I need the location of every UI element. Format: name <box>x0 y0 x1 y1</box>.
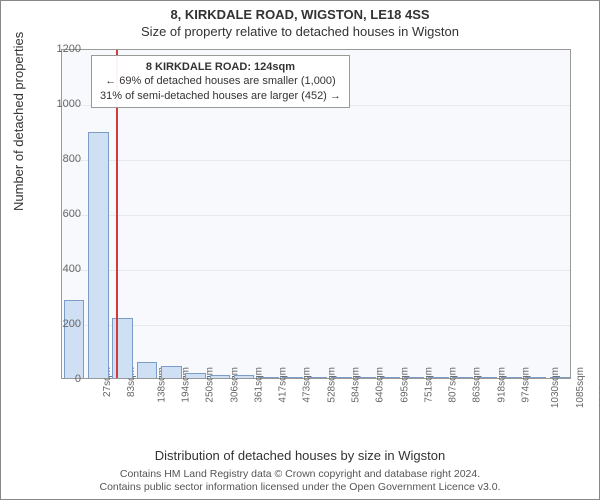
y-tick-label: 0 <box>41 373 81 385</box>
bar <box>88 132 109 378</box>
x-tick-label: 918sqm <box>496 367 507 403</box>
info-line-2: ← 69% of detached houses are smaller (1,… <box>100 74 341 88</box>
y-tick-label: 800 <box>41 153 81 165</box>
x-tick-label: 1030sqm <box>550 367 561 408</box>
x-tick-label: 640sqm <box>375 367 386 403</box>
info-line-3: 31% of semi-detached houses are larger (… <box>100 89 341 103</box>
x-tick-label: 863sqm <box>472 367 483 403</box>
bar <box>137 362 158 379</box>
bar <box>161 366 182 378</box>
x-tick-label: 751sqm <box>423 367 434 403</box>
x-tick-label: 807sqm <box>448 367 459 403</box>
footer-line-2: Contains public sector information licen… <box>1 481 599 495</box>
bar <box>428 377 449 378</box>
x-tick-label: 974sqm <box>521 367 532 403</box>
x-tick-label: 473sqm <box>302 367 313 403</box>
x-axis-label: Distribution of detached houses by size … <box>1 448 599 463</box>
x-tick-label: 250sqm <box>205 367 216 403</box>
y-tick-label: 200 <box>41 318 81 330</box>
bar <box>380 377 401 378</box>
gridline <box>62 215 570 216</box>
bar <box>550 377 571 378</box>
chart-container: 8, KIRKDALE ROAD, WIGSTON, LE18 4SS Size… <box>0 0 600 500</box>
footer-line-1: Contains HM Land Registry data © Crown c… <box>1 468 599 482</box>
y-axis-label: Number of detached properties <box>11 32 26 211</box>
chart-footer: Contains HM Land Registry data © Crown c… <box>1 468 599 495</box>
bar <box>210 375 231 378</box>
bar <box>404 377 425 378</box>
gridline <box>62 270 570 271</box>
bar <box>185 373 206 379</box>
bar <box>64 300 85 378</box>
bar <box>452 377 473 378</box>
bar <box>355 377 376 378</box>
y-tick-label: 600 <box>41 208 81 220</box>
info-line-1: 8 KIRKDALE ROAD: 124sqm <box>100 60 341 74</box>
bar <box>501 377 522 378</box>
info-box: 8 KIRKDALE ROAD: 124sqm← 69% of detached… <box>91 55 350 108</box>
x-tick-label: 528sqm <box>326 367 337 403</box>
x-tick-label: 417sqm <box>278 367 289 403</box>
y-tick-label: 400 <box>41 263 81 275</box>
x-tick-label: 695sqm <box>399 367 410 403</box>
chart-subtitle: Size of property relative to detached ho… <box>1 24 599 39</box>
bar <box>258 377 279 378</box>
bar <box>331 377 352 378</box>
y-tick-label: 1200 <box>41 43 81 55</box>
bar <box>282 377 303 378</box>
bar <box>477 377 498 378</box>
chart-title: 8, KIRKDALE ROAD, WIGSTON, LE18 4SS <box>1 7 599 22</box>
y-tick-label: 1000 <box>41 98 81 110</box>
bar <box>234 375 255 378</box>
bar <box>525 377 546 378</box>
gridline <box>62 160 570 161</box>
x-tick-label: 306sqm <box>229 367 240 403</box>
bar <box>307 377 328 378</box>
x-tick-label: 1085sqm <box>575 367 586 408</box>
gridline <box>62 325 570 326</box>
x-tick-label: 584sqm <box>351 367 362 403</box>
x-tick-label: 361sqm <box>253 367 264 403</box>
